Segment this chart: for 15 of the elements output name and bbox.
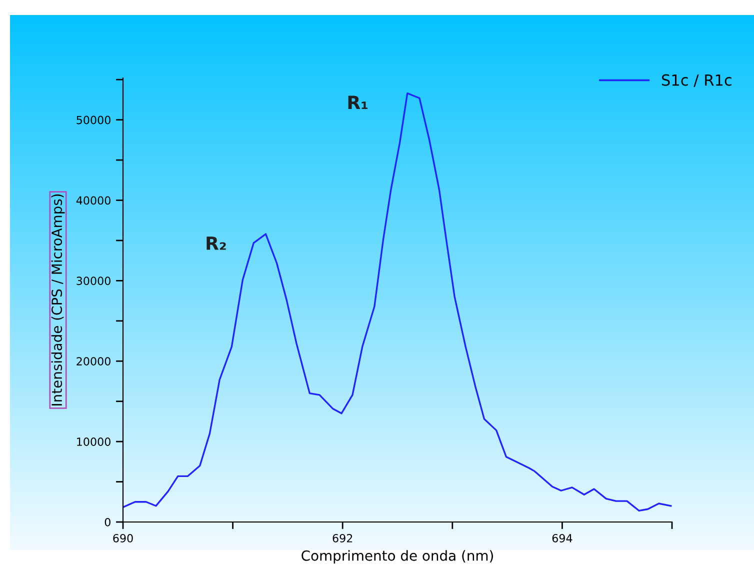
y-tick-label: 40000: [76, 196, 110, 205]
y-tick-label: 0: [104, 518, 110, 526]
x-tick-label: 694: [552, 534, 572, 542]
y-tick-label: 50000: [76, 116, 110, 124]
x-tick-label: 692: [332, 534, 352, 542]
annotation: R₂: [206, 236, 226, 250]
y-tick-label: 10000: [77, 438, 110, 446]
legend-label: S1c / R1c: [662, 74, 732, 88]
y-tick-label: 20000: [76, 357, 110, 366]
line-series: [123, 92, 672, 512]
y-tick-label: 30000: [76, 276, 110, 286]
annotation: R₁: [348, 96, 368, 110]
y-axis-title: Intensidade (CPS / MicroAmps): [51, 194, 65, 406]
x-axis-title: Comprimento de onda (nm): [302, 550, 493, 564]
x-tick-label: 690: [113, 534, 133, 542]
